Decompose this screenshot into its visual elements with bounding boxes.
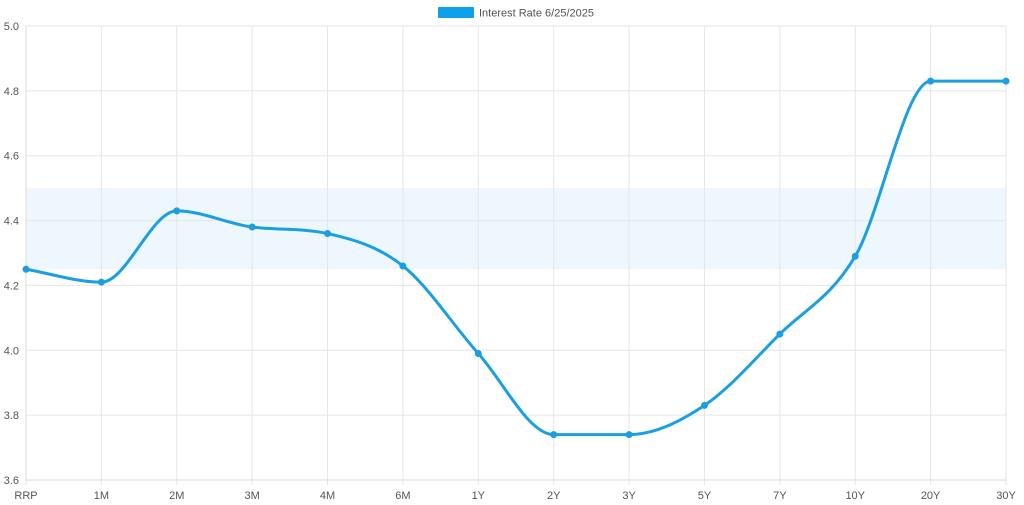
x-tick-label: 10Y — [845, 490, 865, 502]
y-tick-label: 4.8 — [4, 86, 19, 98]
data-point[interactable] — [1002, 77, 1010, 85]
target-range-band-layer — [26, 188, 1006, 270]
y-tick-label: 4.2 — [4, 280, 19, 292]
x-tick-label: 3Y — [622, 490, 636, 502]
data-point[interactable] — [927, 77, 935, 85]
data-point[interactable] — [700, 401, 708, 409]
x-tick-label: 30Y — [996, 490, 1016, 502]
axis-layer: 3.6 3.8 4.0 4.2 4.4 4.6 4.8 5.0 RRP 1M 2M 3M 4M 6M 1Y 2… — [4, 21, 1017, 502]
x-tick-label: 2Y — [547, 490, 561, 502]
data-point[interactable] — [97, 278, 105, 286]
y-tick-label: 4.4 — [4, 216, 19, 228]
data-point[interactable] — [474, 350, 482, 358]
y-tick-label: 5.0 — [4, 21, 19, 33]
x-tick-label: 20Y — [921, 490, 941, 502]
series-layer — [22, 77, 1010, 439]
x-tick-label: 6M — [395, 490, 410, 502]
x-tick-label: 7Y — [773, 490, 787, 502]
x-tick-label: 4M — [320, 490, 335, 502]
x-tick-label: RRP — [14, 490, 37, 502]
x-tick-label: 1M — [94, 490, 109, 502]
x-tick-label: 5Y — [698, 490, 712, 502]
data-point[interactable] — [22, 265, 30, 273]
legend-swatch[interactable] — [438, 7, 474, 18]
x-tick-label: 3M — [245, 490, 260, 502]
data-point[interactable] — [851, 252, 859, 260]
data-point[interactable] — [550, 431, 558, 439]
y-tick-label: 3.8 — [4, 410, 19, 422]
y-tick-label: 4.6 — [4, 151, 19, 163]
data-point[interactable] — [625, 431, 633, 439]
data-point[interactable] — [776, 330, 784, 338]
data-point[interactable] — [248, 223, 256, 231]
data-point[interactable] — [173, 207, 181, 215]
x-tick-label: 1Y — [472, 490, 486, 502]
y-tick-label: 3.6 — [4, 475, 19, 487]
legend[interactable]: Interest Rate 6/25/2025 — [438, 7, 594, 20]
data-point[interactable] — [324, 230, 332, 238]
y-tick-label: 4.0 — [4, 345, 19, 357]
grid-layer — [25, 25, 1007, 485]
data-point[interactable] — [399, 262, 407, 270]
target-range-band — [26, 188, 1006, 270]
x-tick-label: 2M — [169, 490, 184, 502]
legend-label[interactable]: Interest Rate 6/25/2025 — [479, 8, 594, 20]
